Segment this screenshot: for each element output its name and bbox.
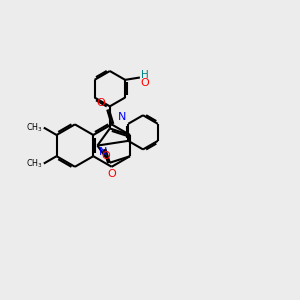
- Text: H: H: [141, 70, 148, 80]
- Text: O: O: [96, 98, 105, 108]
- Text: CH$_3$: CH$_3$: [26, 122, 43, 134]
- Text: N: N: [118, 112, 127, 122]
- Text: N: N: [99, 147, 107, 157]
- Text: O: O: [101, 151, 110, 161]
- Text: O: O: [107, 169, 116, 178]
- Text: CH$_3$: CH$_3$: [26, 157, 43, 170]
- Text: O: O: [141, 78, 149, 88]
